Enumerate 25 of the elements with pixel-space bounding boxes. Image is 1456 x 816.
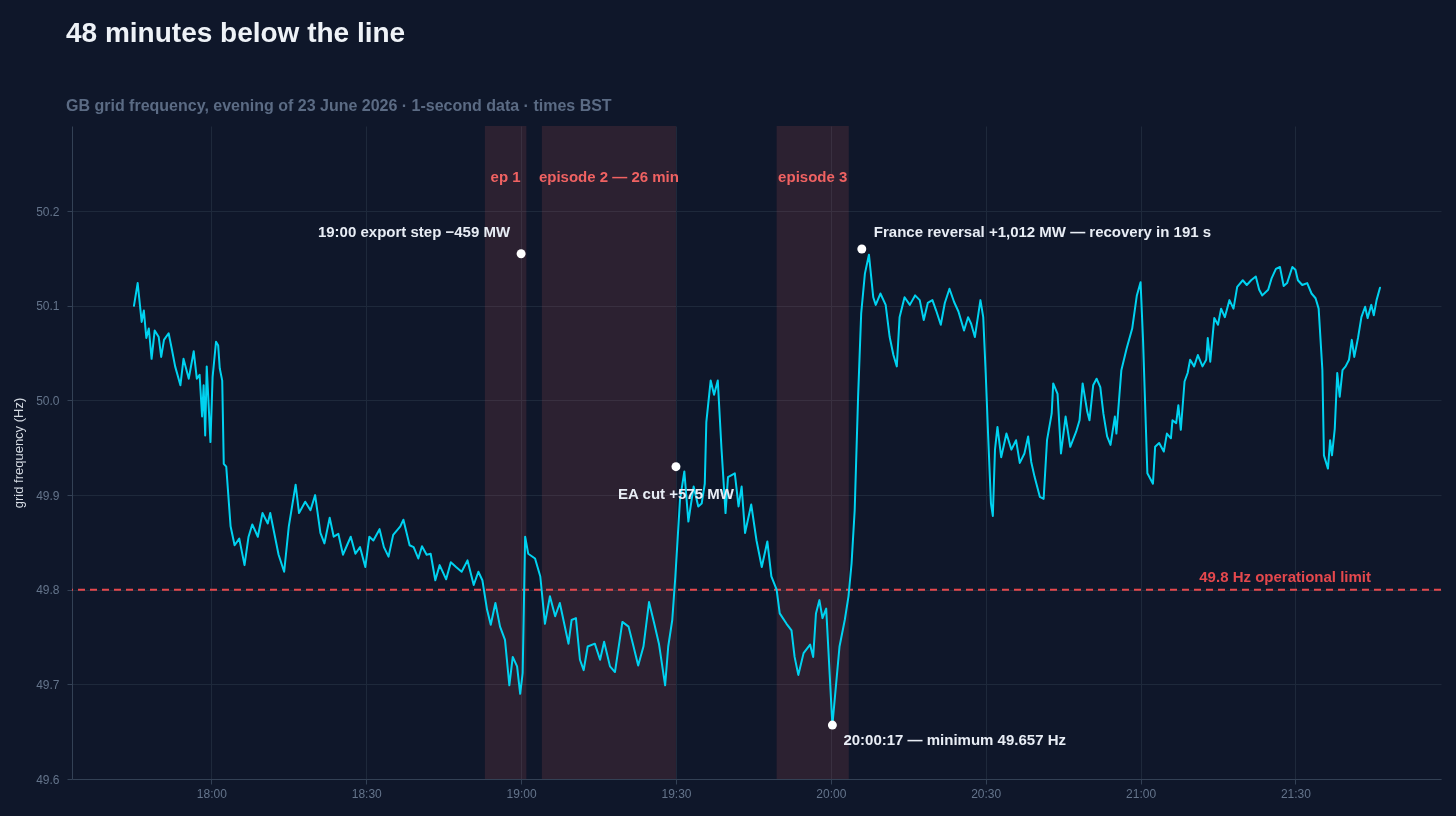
- x-tick-label: 21:30: [1280, 786, 1312, 801]
- chart-subtitle: GB grid frequency, evening of 23 June 2026 · 1-second data · times BST: [66, 97, 612, 114]
- x-tick-label: 20:30: [971, 786, 1002, 801]
- annotation: France reversal +1,012 MW — recovery in 191 s: [873, 223, 1212, 241]
- y-tick-label: 50.2: [36, 204, 60, 219]
- ref-line-label: 49.8 Hz operational limit: [1199, 567, 1371, 585]
- y-tick-label: 49.6: [36, 772, 60, 787]
- x-tick-label: 21:00: [1126, 786, 1157, 801]
- y-tick-label: 49.7: [36, 677, 60, 692]
- chart-title: 48 minutes below the line: [66, 17, 406, 48]
- x-tick-label: 18:00: [196, 786, 228, 801]
- x-tick-label: 19:30: [661, 786, 692, 801]
- band-label: ep 1: [490, 168, 521, 185]
- y-tick-label: 50.0: [36, 393, 60, 408]
- y-tick-label: 50.1: [36, 299, 60, 314]
- annotation: 20:00:17 — minimum 49.657 Hz: [843, 731, 1066, 749]
- band-label: episode 3: [778, 168, 848, 185]
- x-tick-label: 18:30: [351, 786, 383, 801]
- x-tick-label: 19:00: [506, 786, 537, 801]
- band-label: episode 2 — 26 min: [538, 168, 679, 185]
- x-tick-label: 20:00: [816, 786, 847, 801]
- annotation: 19:00 export step −459 MW: [317, 222, 511, 240]
- y-tick-label: 49.9: [36, 488, 60, 503]
- y-tick-label: 49.8: [36, 583, 60, 598]
- y-axis-title: grid frequency (Hz): [11, 397, 27, 509]
